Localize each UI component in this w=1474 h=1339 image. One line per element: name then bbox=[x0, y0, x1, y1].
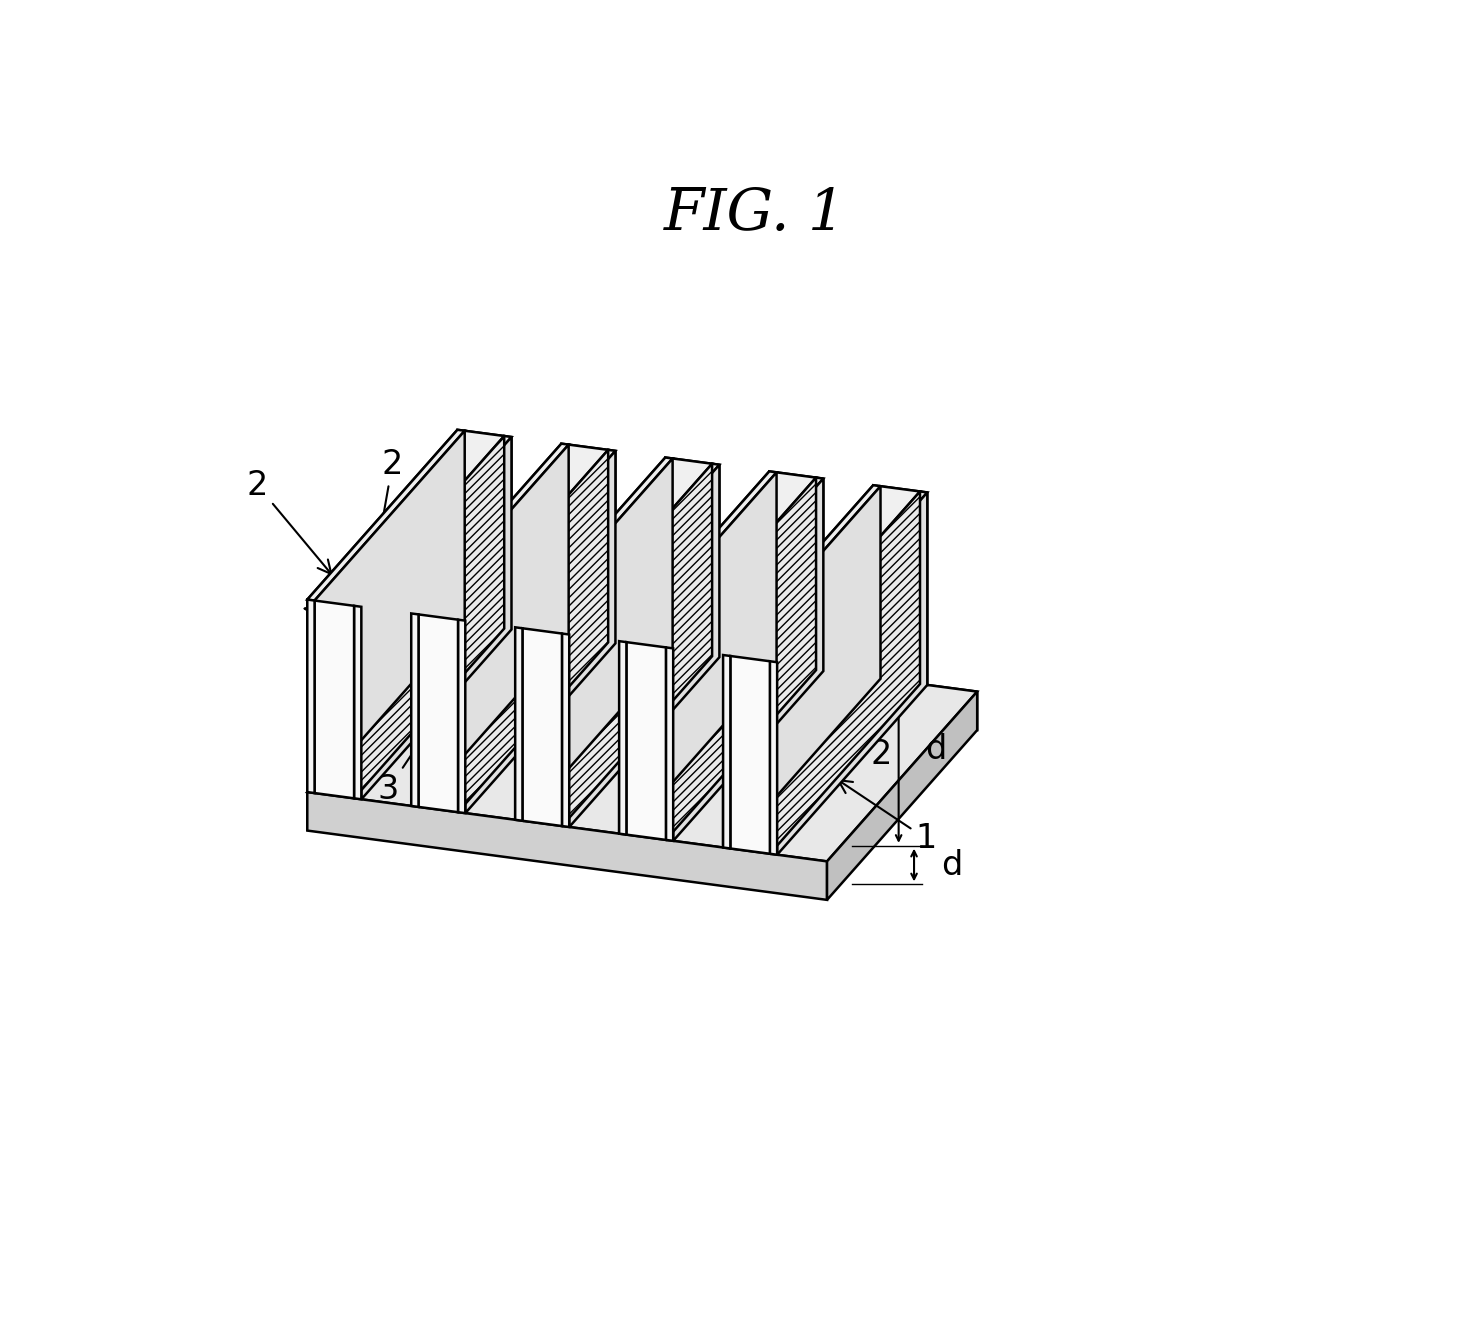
Polygon shape bbox=[730, 486, 880, 849]
Polygon shape bbox=[464, 431, 504, 628]
Polygon shape bbox=[827, 692, 977, 900]
Polygon shape bbox=[769, 491, 920, 854]
Polygon shape bbox=[562, 633, 569, 828]
Polygon shape bbox=[419, 445, 569, 807]
Polygon shape bbox=[666, 478, 824, 648]
Polygon shape bbox=[562, 463, 719, 635]
Polygon shape bbox=[880, 486, 920, 684]
Text: 3: 3 bbox=[377, 702, 447, 806]
Polygon shape bbox=[769, 491, 927, 663]
Polygon shape bbox=[522, 458, 712, 633]
Polygon shape bbox=[307, 600, 314, 793]
Polygon shape bbox=[724, 485, 880, 656]
Polygon shape bbox=[522, 458, 672, 821]
Polygon shape bbox=[354, 437, 511, 607]
Polygon shape bbox=[354, 605, 361, 799]
Polygon shape bbox=[609, 450, 616, 643]
Polygon shape bbox=[666, 647, 674, 841]
Polygon shape bbox=[307, 430, 457, 793]
Polygon shape bbox=[516, 458, 665, 819]
Polygon shape bbox=[920, 491, 927, 686]
Polygon shape bbox=[419, 615, 458, 813]
Polygon shape bbox=[619, 641, 626, 834]
Polygon shape bbox=[458, 450, 609, 813]
Polygon shape bbox=[817, 478, 824, 671]
Polygon shape bbox=[354, 437, 504, 798]
Polygon shape bbox=[666, 478, 817, 840]
Text: 2: 2 bbox=[868, 683, 892, 771]
Polygon shape bbox=[724, 655, 730, 849]
Polygon shape bbox=[307, 793, 827, 900]
Text: d: d bbox=[940, 849, 963, 881]
Polygon shape bbox=[769, 491, 920, 854]
Polygon shape bbox=[569, 465, 719, 828]
Polygon shape bbox=[626, 473, 777, 834]
Polygon shape bbox=[619, 471, 777, 643]
Polygon shape bbox=[619, 471, 769, 834]
Polygon shape bbox=[522, 628, 562, 826]
Polygon shape bbox=[361, 437, 511, 799]
Polygon shape bbox=[562, 443, 569, 637]
Polygon shape bbox=[354, 437, 504, 798]
Polygon shape bbox=[626, 643, 666, 840]
Polygon shape bbox=[314, 431, 504, 605]
Text: 2: 2 bbox=[793, 690, 833, 763]
Polygon shape bbox=[458, 450, 616, 621]
Polygon shape bbox=[712, 463, 719, 657]
Polygon shape bbox=[522, 458, 672, 821]
Polygon shape bbox=[665, 458, 672, 651]
Polygon shape bbox=[458, 450, 609, 813]
Text: 2: 2 bbox=[366, 447, 402, 590]
Polygon shape bbox=[672, 458, 712, 656]
Polygon shape bbox=[516, 458, 672, 628]
Polygon shape bbox=[724, 485, 873, 848]
Polygon shape bbox=[314, 431, 464, 793]
Polygon shape bbox=[666, 478, 817, 840]
Polygon shape bbox=[626, 473, 777, 834]
Polygon shape bbox=[411, 443, 562, 806]
Polygon shape bbox=[457, 430, 464, 623]
Text: P: P bbox=[495, 509, 516, 544]
Polygon shape bbox=[466, 451, 616, 813]
Polygon shape bbox=[562, 463, 712, 826]
Polygon shape bbox=[873, 485, 880, 679]
Polygon shape bbox=[419, 445, 609, 620]
Text: d: d bbox=[926, 732, 946, 766]
Polygon shape bbox=[516, 627, 522, 821]
Polygon shape bbox=[777, 493, 927, 854]
Polygon shape bbox=[314, 431, 464, 793]
Text: 2: 2 bbox=[615, 603, 713, 708]
Polygon shape bbox=[562, 463, 712, 826]
Polygon shape bbox=[411, 443, 569, 615]
Polygon shape bbox=[769, 661, 777, 854]
Polygon shape bbox=[674, 478, 824, 841]
Polygon shape bbox=[458, 620, 466, 813]
Polygon shape bbox=[730, 486, 880, 849]
Polygon shape bbox=[569, 445, 609, 643]
Text: 2: 2 bbox=[246, 469, 332, 574]
Polygon shape bbox=[314, 601, 354, 798]
Polygon shape bbox=[411, 613, 419, 807]
Polygon shape bbox=[626, 473, 817, 647]
Polygon shape bbox=[307, 430, 464, 601]
Polygon shape bbox=[730, 656, 769, 854]
Text: 1: 1 bbox=[839, 781, 937, 856]
Polygon shape bbox=[504, 437, 511, 629]
Polygon shape bbox=[307, 623, 977, 861]
Text: FIG. 1: FIG. 1 bbox=[665, 186, 846, 242]
Polygon shape bbox=[419, 445, 569, 807]
Polygon shape bbox=[777, 473, 817, 670]
Polygon shape bbox=[769, 471, 777, 665]
Polygon shape bbox=[457, 623, 977, 730]
Polygon shape bbox=[307, 623, 457, 830]
Polygon shape bbox=[730, 486, 920, 661]
